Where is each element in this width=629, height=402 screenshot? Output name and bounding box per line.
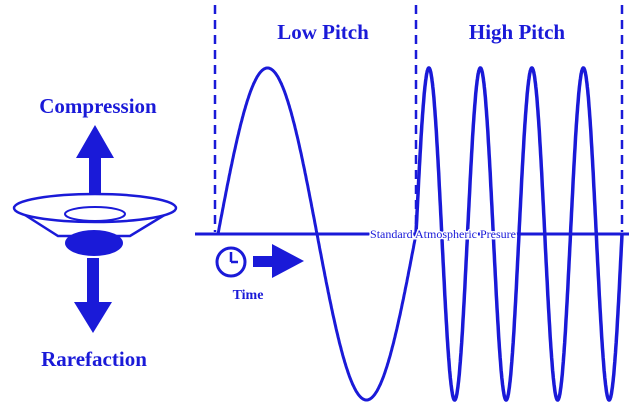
high-pitch-wave xyxy=(414,66,624,402)
rarefaction-label: Rarefaction xyxy=(41,347,147,371)
low-pitch-label: Low Pitch xyxy=(277,20,369,44)
high-pitch-label: High Pitch xyxy=(469,20,566,44)
time-label: Time xyxy=(233,288,264,303)
low-pitch-wave xyxy=(216,66,418,402)
baseline-label: Standard Atmospheric Presure xyxy=(370,227,516,241)
arrow-up-icon xyxy=(76,125,114,202)
compression-label: Compression xyxy=(39,94,157,118)
clock-icon xyxy=(215,246,247,278)
speaker-icon xyxy=(12,192,178,256)
arrow-right-icon xyxy=(253,244,304,278)
arrow-down-icon xyxy=(74,258,112,333)
